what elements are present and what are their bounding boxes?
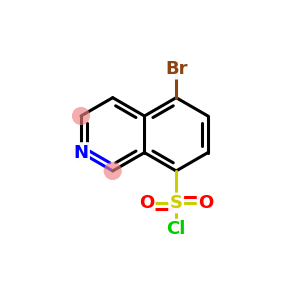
Text: O: O <box>198 194 213 212</box>
Circle shape <box>104 162 122 180</box>
Text: Br: Br <box>165 60 188 78</box>
Text: Cl: Cl <box>167 220 186 238</box>
Circle shape <box>72 143 90 162</box>
Text: O: O <box>139 194 154 212</box>
Text: N: N <box>74 144 88 162</box>
Text: S: S <box>170 194 183 212</box>
Circle shape <box>72 107 90 125</box>
